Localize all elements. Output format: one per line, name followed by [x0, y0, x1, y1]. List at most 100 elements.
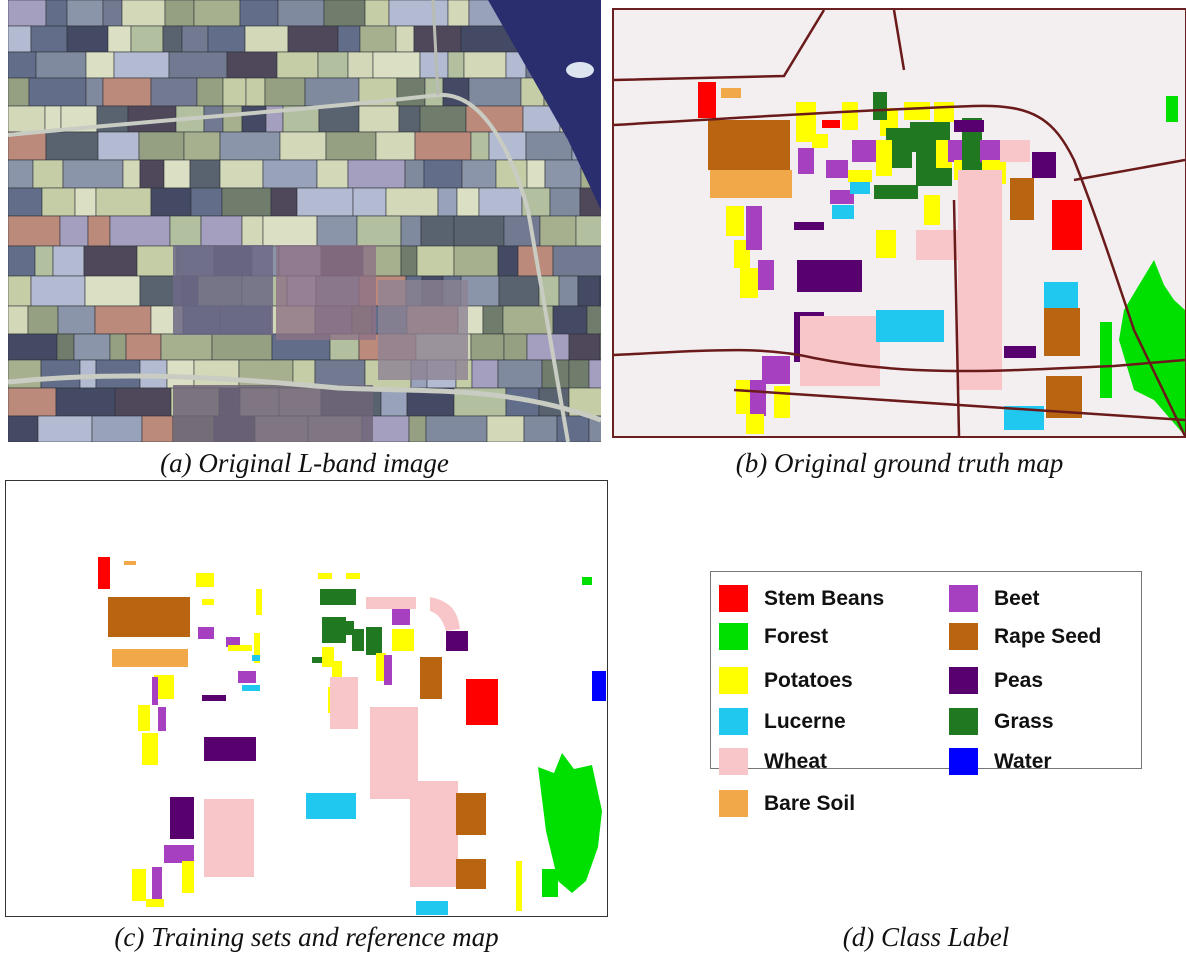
sar-field — [102, 77, 152, 107]
training-field — [384, 655, 392, 685]
sar-field — [523, 415, 558, 442]
ground-truth-canvas — [614, 10, 1185, 436]
gt-field — [848, 170, 872, 182]
legend-swatch — [719, 708, 748, 735]
sar-road — [431, 0, 440, 96]
training-field — [152, 867, 162, 905]
sar-field — [241, 105, 267, 133]
training-field — [142, 733, 158, 765]
training-field — [152, 677, 158, 705]
sar-field — [91, 415, 143, 442]
sar-field — [30, 275, 86, 307]
training-field — [392, 607, 410, 625]
sar-field — [8, 359, 42, 389]
sar-field — [420, 215, 455, 247]
sar-field — [525, 131, 573, 161]
legend-label: Peas — [994, 668, 1044, 692]
sar-field — [599, 333, 601, 361]
gt-road — [733, 388, 1185, 422]
training-field — [320, 589, 356, 605]
sar-field — [66, 25, 109, 53]
sar-field — [425, 415, 488, 442]
training-field — [312, 657, 326, 663]
training-field — [592, 671, 606, 701]
training-field — [446, 631, 468, 651]
sar-field — [526, 159, 546, 189]
sar-field — [8, 305, 29, 335]
gt-field — [774, 386, 790, 418]
legend-label: Rape Seed — [994, 624, 1102, 648]
sar-road — [8, 92, 570, 442]
sar-field — [193, 359, 240, 389]
sar-field — [276, 245, 376, 340]
sar-field — [304, 77, 360, 107]
sar-field — [358, 105, 400, 133]
sar-field — [32, 159, 64, 189]
sar-field — [28, 77, 87, 107]
gt-field — [1100, 322, 1112, 398]
sar-field — [114, 387, 172, 417]
gt-field — [876, 310, 944, 342]
gt-field — [736, 380, 750, 414]
gt-field — [826, 160, 848, 178]
sar-field — [196, 77, 224, 107]
sar-field — [173, 245, 273, 335]
gt-field — [1044, 282, 1078, 308]
training-field — [542, 869, 558, 897]
legend-item: Stem Beans — [719, 585, 884, 612]
legend-label: Bare Soil — [764, 791, 856, 815]
caption-b: (b) Original ground truth map — [735, 448, 1064, 478]
training-field — [318, 573, 332, 579]
legend-swatch — [719, 748, 748, 775]
sar-field — [325, 131, 377, 161]
legend-item: Water — [949, 748, 1052, 775]
training-field — [204, 799, 254, 877]
sar-field — [62, 159, 124, 189]
training-field — [98, 557, 110, 589]
sar-field — [181, 25, 209, 53]
gt-road — [1073, 158, 1185, 182]
legend-label: Forest — [764, 624, 829, 648]
sar-field — [83, 245, 138, 277]
gt-field — [980, 140, 1002, 162]
sar-field — [264, 77, 306, 107]
gt-field — [1166, 96, 1178, 122]
sar-field — [279, 131, 327, 161]
sar-field — [352, 187, 387, 217]
sar-field — [37, 415, 93, 442]
sar-field — [150, 187, 192, 217]
training-field — [392, 629, 414, 651]
sar-field — [141, 415, 174, 442]
training-field — [256, 589, 262, 615]
sar-field — [8, 275, 32, 307]
sar-field — [107, 25, 132, 53]
legend-label: Stem Beans — [764, 586, 885, 610]
training-field — [112, 649, 188, 667]
sar-field — [55, 387, 116, 417]
training-field — [238, 671, 256, 683]
training-field — [124, 561, 136, 565]
legend-label: Wheat — [764, 749, 827, 773]
training-field — [430, 597, 460, 631]
gt-field — [916, 230, 960, 260]
sar-field — [453, 215, 505, 247]
sar-field — [45, 0, 68, 27]
sar-field — [356, 215, 402, 247]
sar-field — [121, 0, 166, 27]
training-field — [146, 899, 164, 907]
sar-field — [222, 77, 247, 107]
sar-road — [8, 373, 601, 423]
training-field — [158, 707, 166, 731]
sar-field — [40, 359, 81, 389]
gt-road — [614, 348, 1185, 373]
sar-field — [395, 25, 415, 53]
sar-bright-spot — [566, 62, 594, 78]
sar-field — [219, 159, 264, 189]
sar-field — [416, 245, 455, 277]
sar-field — [8, 159, 34, 189]
training-field — [228, 645, 252, 651]
sar-field — [169, 215, 202, 247]
legend-swatch — [949, 585, 978, 612]
caption-d: (d) Class Label — [842, 922, 1010, 952]
gt-field — [822, 120, 840, 128]
